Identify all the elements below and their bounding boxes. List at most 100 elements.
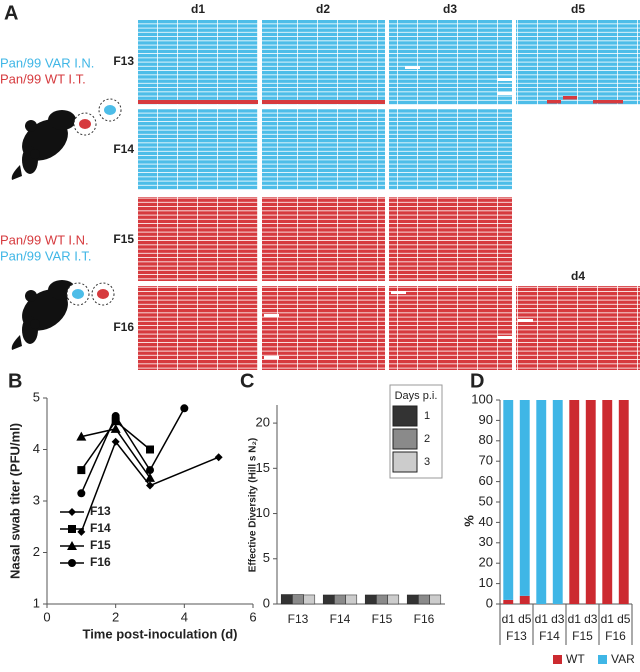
legend-swatch	[553, 655, 562, 664]
panel-label: C	[240, 370, 254, 392]
bar	[334, 594, 346, 605]
legend-marker	[67, 541, 77, 550]
bar	[376, 594, 388, 605]
legend-text: Pan/99 WT I.N.	[0, 232, 89, 247]
day-label: d1	[191, 2, 205, 16]
legend-text: 3	[424, 456, 430, 468]
bar-segment	[519, 595, 530, 604]
legend-text: Pan/99 WT I.T.	[0, 71, 86, 86]
bar-segment	[519, 400, 530, 596]
genotype-grid	[138, 20, 640, 370]
x-tick-label: d3	[551, 612, 565, 626]
bar-segment	[536, 400, 547, 604]
y-tick-label: 50	[479, 493, 493, 508]
x-tick-label: 4	[181, 609, 188, 624]
y-tick-label: 20	[256, 415, 270, 430]
y-tick-label: 30	[479, 534, 493, 549]
x-tick-label: F13	[288, 612, 309, 626]
animal-label: F14	[113, 142, 134, 156]
x-tick-label: d1	[502, 612, 516, 626]
legend-text: WT	[566, 652, 585, 666]
bar-segment	[585, 400, 596, 604]
ferret-icon	[11, 98, 122, 180]
y-tick-label: 5	[263, 550, 270, 565]
y-tick-label: 4	[33, 441, 40, 456]
y-tick-label: 40	[479, 514, 493, 529]
y-tick-label: 1	[33, 595, 40, 610]
ferret-icon	[11, 280, 115, 350]
series-line	[80, 407, 185, 494]
legend-text: Pan/99 VAR I.T.	[0, 248, 92, 263]
legend-marker	[68, 525, 76, 533]
marker	[146, 445, 154, 454]
marker	[76, 431, 87, 441]
x-tick-label: 6	[249, 609, 256, 624]
x-tick-label: d3	[584, 612, 598, 626]
marker	[77, 466, 86, 475]
y-axis-label: Effective Diversity (Hill s N₂)	[248, 438, 259, 573]
legend-text: VAR	[611, 652, 635, 666]
marker	[77, 527, 86, 536]
y-tick-label: 10	[479, 575, 493, 590]
y-tick-label: 20	[479, 555, 493, 570]
y-tick-label: 15	[256, 460, 270, 475]
marker	[146, 466, 154, 475]
animal-label: F16	[113, 320, 134, 334]
y-axis-label: %	[461, 515, 476, 527]
marker	[111, 412, 120, 421]
panel-label: B	[8, 370, 22, 392]
legend-text: F14	[90, 521, 111, 535]
x-tick-label: F16	[414, 612, 435, 626]
bar	[418, 594, 430, 605]
legend-text: Pan/99 VAR I.N.	[0, 55, 94, 70]
bar	[387, 594, 400, 605]
legend-swatch	[598, 655, 607, 664]
y-tick-label: 60	[479, 473, 493, 488]
y-tick-label: 100	[471, 391, 493, 406]
y-tick-label: 10	[256, 505, 270, 520]
bar	[406, 594, 419, 605]
bar-segment	[503, 400, 514, 600]
day-label: d4	[571, 269, 585, 283]
y-tick-label: 0	[263, 595, 270, 610]
bar-segment	[552, 400, 563, 604]
x-tick-label: F15	[372, 612, 393, 626]
day-label: d3	[443, 2, 457, 16]
marker	[180, 404, 189, 413]
bar	[292, 594, 304, 605]
x-tick-label: F14	[330, 612, 351, 626]
bar-segment	[602, 400, 613, 604]
animal-label: F15	[113, 232, 134, 246]
y-tick-label: 2	[33, 544, 40, 559]
bar	[345, 594, 358, 605]
bar	[280, 594, 293, 605]
legend-marker	[68, 508, 76, 516]
animal-label: F13	[113, 54, 134, 68]
x-tick-label: 0	[43, 609, 50, 624]
y-tick-label: 70	[479, 453, 493, 468]
x-tick-label: d1	[535, 612, 549, 626]
group-label: F14	[539, 629, 560, 643]
legend-swatch	[392, 428, 418, 450]
bar	[322, 594, 335, 605]
series-line	[80, 440, 219, 533]
legend-marker	[68, 559, 76, 567]
legend-text: 1	[424, 410, 430, 422]
day-label: d5	[571, 2, 585, 16]
marker	[146, 481, 154, 490]
marker	[214, 453, 223, 462]
bar	[429, 594, 442, 605]
group-label: F15	[572, 629, 593, 643]
marker	[110, 423, 121, 433]
panel-label: A	[4, 2, 18, 24]
marker	[111, 417, 120, 426]
legend-text: F16	[90, 555, 111, 569]
x-tick-label: d1	[568, 612, 582, 626]
marker	[111, 437, 120, 446]
bar-segment	[569, 400, 580, 604]
x-tick-label: d5	[518, 612, 532, 626]
x-axis-label: Time post-inoculation (d)	[82, 626, 237, 641]
legend-swatch	[392, 405, 418, 427]
x-tick-label: d1	[601, 612, 615, 626]
